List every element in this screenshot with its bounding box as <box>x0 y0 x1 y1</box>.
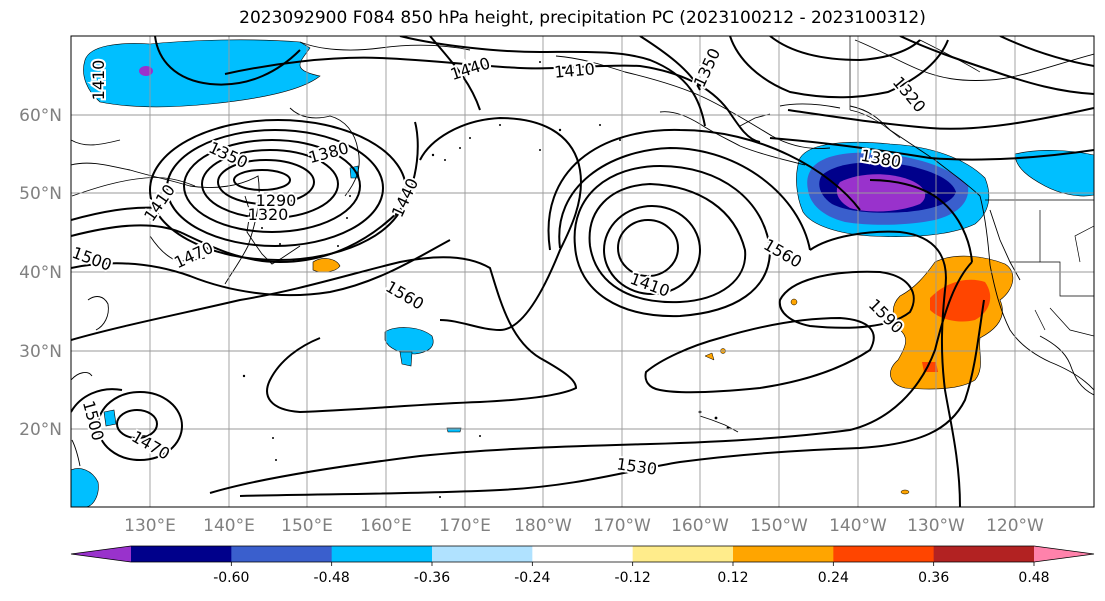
colorbar-swatch <box>933 546 1035 562</box>
colorbar-swatch <box>632 546 734 562</box>
contour-label: 1320 <box>248 205 289 224</box>
colorbar-ticks: -0.60 -0.48 -0.36 -0.24 -0.12 0.12 0.24 0.36 0.4… <box>213 562 1050 586</box>
lon-label: 150°E <box>281 516 333 536</box>
colorbar-tick-label: -0.12 <box>615 570 651 586</box>
colorbar-tick-label: 0.24 <box>818 570 849 586</box>
lat-label: 30°N <box>19 342 62 362</box>
colorbar: -0.60 -0.48 -0.36 -0.24 -0.12 0.12 0.24 0.36 0.4… <box>70 545 1095 586</box>
contour-label: 1410 <box>89 60 108 101</box>
lon-label: 130°E <box>124 516 176 536</box>
colorbar-swatch <box>432 546 533 562</box>
lat-label: 20°N <box>19 420 62 440</box>
colorbar-swatch <box>331 546 433 562</box>
colorbar-swatch <box>833 546 935 562</box>
colorbar-tick-label: 0.12 <box>717 570 748 586</box>
colorbar-tick-label: -0.60 <box>213 570 249 586</box>
lon-label: 180°W <box>514 516 572 536</box>
lon-label: 140°E <box>203 516 255 536</box>
colorbar-swatches <box>70 545 1095 563</box>
colorbar-tick-label: -0.36 <box>414 570 450 586</box>
colorbar-swatch <box>1034 546 1094 562</box>
colorbar-outline <box>70 545 1095 563</box>
contour-label: 1290 <box>256 191 297 210</box>
lon-label: 170°W <box>593 516 651 536</box>
islands <box>242 61 730 498</box>
longitude-labels: 130°E 140°E 150°E 160°E 170°E 180°W 170°… <box>124 516 1044 536</box>
colorbar-tick-label: 0.36 <box>918 570 949 586</box>
colorbar-swatch <box>733 546 834 562</box>
colorbar-swatch <box>71 546 131 562</box>
lon-label: 160°W <box>671 516 729 536</box>
colorbar-tick-label: -0.24 <box>514 570 550 586</box>
lon-label: 120°W <box>986 516 1044 536</box>
lon-label: 170°E <box>439 516 491 536</box>
lon-label: 130°W <box>907 516 965 536</box>
colorbar-swatch <box>231 546 333 562</box>
contour-label: 1410 <box>553 59 595 81</box>
map-title: 2023092900 F084 850 hPa height, precipit… <box>239 8 926 28</box>
colorbar-swatch <box>131 546 232 562</box>
lat-label: 60°N <box>19 106 62 126</box>
precip-negative-shading <box>71 39 1094 507</box>
lat-label: 40°N <box>19 263 62 283</box>
lon-label: 140°W <box>829 516 887 536</box>
lon-label: 150°W <box>750 516 808 536</box>
lon-label: 160°E <box>360 516 412 536</box>
latitude-labels: 60°N 50°N 40°N 30°N 20°N <box>19 106 62 440</box>
map-frame <box>70 35 1095 508</box>
colorbar-swatch <box>532 546 634 562</box>
height-contours <box>71 36 1094 507</box>
gridlines <box>71 36 1094 507</box>
map-panel <box>71 36 1094 507</box>
lat-label: 50°N <box>19 184 62 204</box>
colorbar-tick-label: 0.48 <box>1018 570 1049 586</box>
colorbar-tick-label: -0.48 <box>314 570 350 586</box>
